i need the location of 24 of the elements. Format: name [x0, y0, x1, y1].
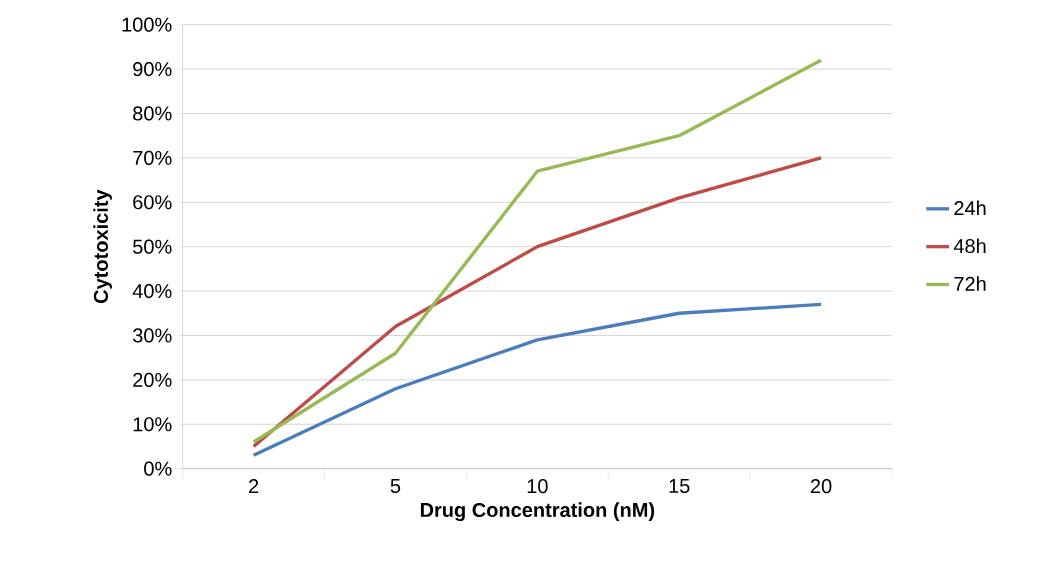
x-tick-label: 2: [249, 479, 259, 494]
legend-label: 72h: [954, 276, 986, 291]
line-series: [251, 58, 823, 444]
x-tick-label: 5: [390, 479, 401, 494]
y-tick-label: 0%: [144, 461, 172, 476]
y-tick-label: 40%: [132, 284, 172, 299]
y-tick-label: 30%: [132, 328, 172, 343]
x-tick-label: 10: [527, 479, 548, 494]
y-tick-label: 20%: [133, 372, 172, 388]
y-tick-label: 70%: [133, 150, 172, 166]
y-tick-label: 50%: [133, 239, 172, 254]
line-series: [251, 302, 823, 458]
y-tick-label: 10%: [133, 417, 172, 432]
x-tick-label: 20: [810, 479, 832, 494]
x-tick-label: 15: [669, 479, 690, 494]
y-tick-label: 80%: [133, 106, 172, 121]
y-axis-title: Cytotoxicity: [93, 189, 112, 304]
legend-label: 24h: [954, 200, 986, 216]
y-tick-label: 90%: [133, 62, 172, 77]
y-tick-label: 100%: [122, 17, 172, 32]
legend-label: 48h: [953, 238, 986, 254]
line-series: [251, 156, 823, 449]
y-tick-label: 60%: [133, 195, 172, 210]
x-axis-title: Drug Concentration (nM): [420, 502, 655, 522]
